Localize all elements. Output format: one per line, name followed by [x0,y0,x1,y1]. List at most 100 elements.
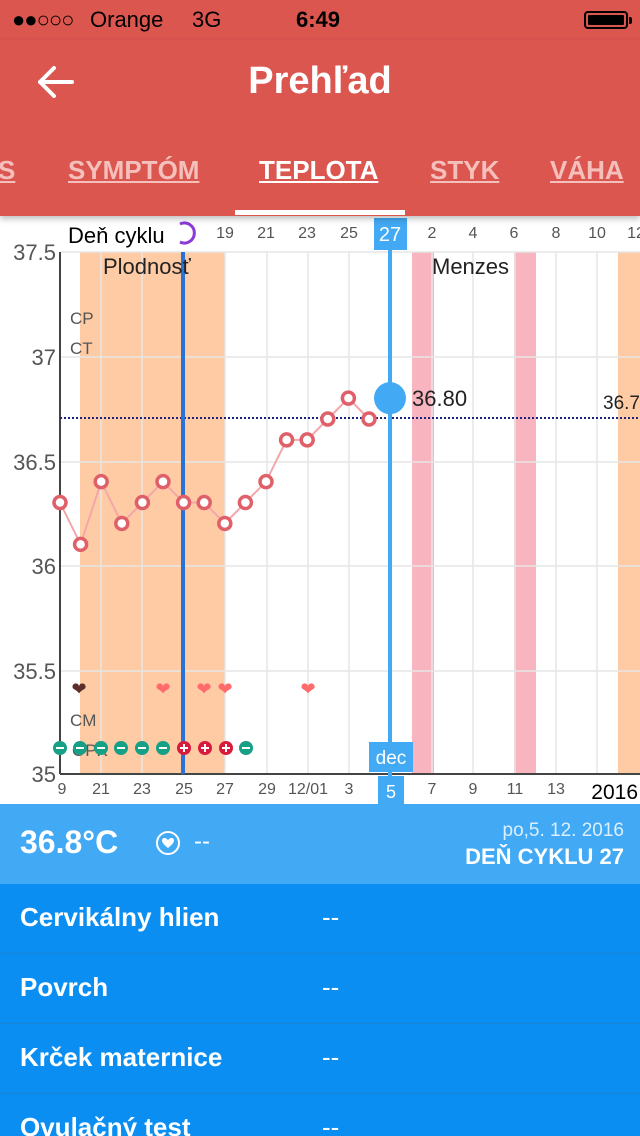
top-tick: 6 [510,225,519,242]
cp-label: CP [70,309,94,328]
tab-weight[interactable]: VÁHA [550,155,624,185]
year-badge [584,778,640,804]
y-tick: 36 [32,554,56,579]
y-tick: 37.5 [13,240,56,265]
top-tick: 10 [588,225,606,242]
ct-label: CT [70,339,93,358]
temperature-point[interactable] [340,390,357,406]
temperature-point[interactable] [217,515,233,532]
temperature-point[interactable] [361,411,377,427]
cycle-day: DEŇ CYKLU 27 [465,844,624,869]
list-item-label: Ovulačný test [20,1112,191,1136]
period-band [514,252,536,774]
bottom-tick: 11 [507,781,524,798]
bottom-tick: 12/01 [288,781,328,798]
moon-icon [179,221,196,245]
bottom-tick: 27 [216,781,234,798]
temperature-line [59,396,370,547]
list-item-value: -- [322,972,340,1002]
top-tick: 2 [428,225,437,242]
y-tick: 35 [32,762,56,787]
list-item-label: Cervikálny hlien [20,902,220,932]
temperature-point[interactable] [175,494,192,511]
temperature-point[interactable] [320,411,336,427]
top-tick: 4 [469,225,478,242]
period-label: Menzes [432,254,509,279]
list-item-cervix[interactable]: Krček maternice -- [0,1024,640,1094]
selected-temperature-label: 36.80 [412,386,467,411]
status-time: 6:49 [296,7,341,32]
heart-icon: ❤ [217,679,232,699]
temperature-point[interactable] [196,494,212,511]
bottom-tick: 9 [469,781,478,798]
fertile-window-next [618,252,640,774]
cycle-day-label: Deň cyklu [68,223,165,248]
mood-value: -- [194,828,210,855]
cm-label: CM [70,711,96,730]
cover-line-label: 36.7 [603,393,640,414]
list-item-surface[interactable]: Povrch -- [0,954,640,1024]
observations-list: Cervikálny hlien -- Povrch -- Krček mate… [0,884,640,1136]
heart-icon: ❤ [300,679,315,699]
heart-icon: ❤ [196,679,211,699]
fertile-label: Plodnosť [103,254,192,279]
tab-symptom[interactable]: SYMPTÓM [68,155,200,185]
temperature-point[interactable] [72,536,89,553]
bottom-tick: 29 [258,781,276,798]
heart-circle-icon [156,831,180,855]
period-band [412,252,434,774]
bottom-tick: 23 [133,781,151,798]
network-type: 3G [192,7,222,32]
selected-temperature-point[interactable] [374,382,406,415]
top-tick: 12 [627,225,640,242]
temperature-point[interactable] [237,494,254,511]
back-button[interactable] [28,60,84,104]
top-tick: 23 [298,225,316,242]
month-label: dec [376,748,407,769]
tab-partial[interactable]: S [0,155,16,185]
day-summary[interactable]: 36.8°C -- po,5. 12. 2016 DEŇ CYKLU 27 [0,804,640,884]
temperature-chart[interactable]: Deň cyklu 19 21 23 25 2 4 6 8 10 12 27 3… [0,216,640,804]
active-tab-indicator [235,210,405,215]
bottom-tick: 21 [92,781,110,798]
temperature-point[interactable] [93,473,109,490]
list-item-value: -- [322,1042,340,1072]
app-header: Prehľad S SYMPTÓM TEPLOTA STYK VÁHA [0,40,640,216]
top-tick: 25 [340,225,358,242]
page-title: Prehľad [248,60,392,102]
temperature-point[interactable] [155,473,171,490]
list-item-label: Povrch [20,972,109,1002]
temperature-point[interactable] [134,494,151,511]
tab-temperature[interactable]: TEPLOTA [259,155,379,185]
selected-date-label: 5 [386,782,396,802]
y-tick: 37 [32,345,56,370]
list-item-ovulation-test[interactable]: Ovulačný test -- [0,1094,640,1136]
y-tick: 35.5 [13,659,56,684]
list-item-value: -- [322,1112,340,1136]
bottom-tick: 25 [175,781,193,798]
bottom-tick: 13 [547,781,565,798]
selected-day-badge[interactable] [374,218,407,250]
heart-icon: ❤ [71,679,86,699]
temperature-value: 36.8°C [20,824,119,860]
month-badge [369,742,413,772]
back-arrow-icon [38,66,74,98]
list-item-label: Krček maternice [20,1042,223,1072]
temperature-point[interactable] [114,515,130,532]
signal-strength: ●●○○○ [12,7,74,32]
temperature-point[interactable] [299,432,315,448]
status-bar: ●●○○○ Orange 3G 6:49 [0,0,640,40]
bottom-tick: 7 [428,781,437,798]
selected-day-number: 27 [379,224,401,246]
list-item-cervical-mucus[interactable]: Cervikálny hlien -- [0,884,640,954]
tab-intercourse[interactable]: STYK [430,155,500,185]
bottom-tick: 9 [58,781,67,798]
top-tick: 8 [552,225,561,242]
temperature-point[interactable] [258,473,274,490]
temperature-point[interactable] [278,432,295,448]
temperature-point[interactable] [52,494,68,511]
heart-icon: ❤ [155,679,170,699]
fertile-window [80,252,225,774]
y-tick: 36.5 [13,450,56,475]
